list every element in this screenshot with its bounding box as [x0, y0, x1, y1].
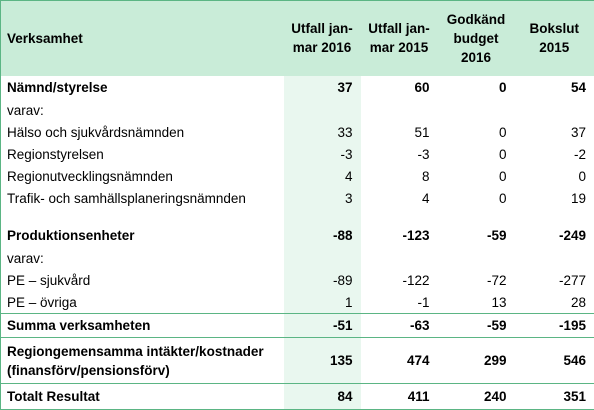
header-budget-2016: Godkänd budget 2016	[438, 1, 515, 76]
header-verksamhet: Verksamhet	[1, 1, 284, 76]
cell-value	[438, 248, 515, 270]
cell-value: -2	[515, 144, 594, 166]
row-label: Summa verksamheten	[1, 314, 284, 338]
cell-value: -123	[361, 224, 438, 248]
cell-value: 474	[361, 338, 438, 384]
cell-value	[361, 100, 438, 122]
header-utfall-2016: Utfall jan-mar 2016	[284, 1, 361, 76]
table-row: Produktionsenheter -88 -123 -59 -249	[1, 224, 594, 248]
cell-value: -59	[438, 224, 515, 248]
row-label: PE – sjukvård	[1, 270, 284, 292]
cell-value: 54	[515, 76, 594, 100]
row-label: Regionstyrelsen	[1, 144, 284, 166]
table-row: PE – sjukvård -89 -122 -72 -277	[1, 270, 594, 292]
cell-value: -3	[284, 144, 361, 166]
table-row: Summa verksamheten -51 -63 -59 -195	[1, 314, 594, 338]
cell-value: -122	[361, 270, 438, 292]
cell-value: 37	[284, 76, 361, 100]
cell-value: 0	[438, 122, 515, 144]
cell-value: -51	[284, 314, 361, 338]
row-label: Trafik- och samhällsplaneringsnämnden	[1, 188, 284, 210]
cell-value: 135	[284, 338, 361, 384]
cell-value: -89	[284, 270, 361, 292]
cell-value	[515, 100, 594, 122]
cell-value: 299	[438, 338, 515, 384]
row-label: Regionutvecklingsnämnden	[1, 166, 284, 188]
cell-value: 1	[284, 292, 361, 314]
table-row: Regiongemensamma intäkter/kostnader (fin…	[1, 338, 594, 384]
cell-value: 37	[515, 122, 594, 144]
header-utfall-2015: Utfall jan-mar 2015	[361, 1, 438, 76]
row-label: Nämnd/styrelse	[1, 76, 284, 100]
row-label: Hälso och sjukvårdsnämnden	[1, 122, 284, 144]
cell-value: 51	[361, 122, 438, 144]
cell-value: 0	[438, 76, 515, 100]
table-row: Nämnd/styrelse 37 60 0 54	[1, 76, 594, 100]
table-row: Hälso och sjukvårdsnämnden 33 51 0 37	[1, 122, 594, 144]
cell-value: 4	[284, 166, 361, 188]
cell-value: -72	[438, 270, 515, 292]
cell-value: -59	[438, 314, 515, 338]
table-header-row: Verksamhet Utfall jan-mar 2016 Utfall ja…	[1, 1, 594, 76]
cell-value: 3	[284, 188, 361, 210]
cell-value: 13	[438, 292, 515, 314]
cell-value: -195	[515, 314, 594, 338]
row-label: Produktionsenheter	[1, 224, 284, 248]
cell-value	[361, 248, 438, 270]
cell-value: 0	[515, 166, 594, 188]
cell-value: -63	[361, 314, 438, 338]
row-label: Regiongemensamma intäkter/kostnader (fin…	[1, 338, 284, 384]
cell-value: 28	[515, 292, 594, 314]
cell-value: 33	[284, 122, 361, 144]
cell-value	[515, 248, 594, 270]
table-row: PE – övriga 1 -1 13 28	[1, 292, 594, 314]
cell-value: 60	[361, 76, 438, 100]
cell-value: 19	[515, 188, 594, 210]
table-row: varav:	[1, 100, 594, 122]
cell-value: -3	[361, 144, 438, 166]
cell-value: 4	[361, 188, 438, 210]
cell-value	[284, 100, 361, 122]
table-row: Regionstyrelsen -3 -3 0 -2	[1, 144, 594, 166]
cell-value: -249	[515, 224, 594, 248]
cell-value	[438, 100, 515, 122]
row-label: varav:	[1, 248, 284, 270]
cell-value: -1	[361, 292, 438, 314]
table-row: Regionutvecklingsnämnden 4 8 0 0	[1, 166, 594, 188]
cell-value: -88	[284, 224, 361, 248]
row-label: varav:	[1, 100, 284, 122]
cell-value: 0	[438, 144, 515, 166]
spacer-row	[1, 210, 594, 224]
table-row: varav:	[1, 248, 594, 270]
cell-value: 546	[515, 338, 594, 384]
cell-value: 0	[438, 188, 515, 210]
cell-value: -277	[515, 270, 594, 292]
cell-value: 0	[438, 166, 515, 188]
row-label: PE – övriga	[1, 292, 284, 314]
cell-value	[284, 248, 361, 270]
header-bokslut-2015: Bokslut 2015	[515, 1, 594, 76]
cell-value: 8	[361, 166, 438, 188]
table-row: Trafik- och samhällsplaneringsnämnden 3 …	[1, 188, 594, 210]
